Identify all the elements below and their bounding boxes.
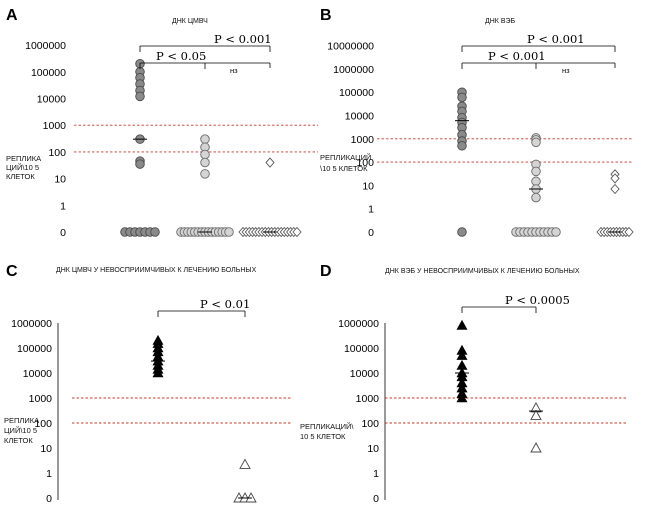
panel-c-ytick-label: 1 bbox=[46, 468, 52, 480]
panel-a-ylabel-line-1: РЕПЛИКА bbox=[6, 154, 41, 163]
panel-b-ylabel-line-1: РЕПЛИКАЦИЙ bbox=[320, 153, 371, 162]
panel-d-title: ДНК ВЭБ У НЕВОСПРИИМЧИВЫХ К ЛЕЧЕНИЮ БОЛЬ… bbox=[385, 268, 580, 275]
panel-b-ylabel: РЕПЛИКАЦИЙ \10 5 КЛЕТОК bbox=[320, 153, 371, 173]
panel-d-ytick-label: 100 bbox=[361, 418, 379, 430]
panel-d-ytick-label: 0 bbox=[373, 493, 379, 505]
panel-a-pvalue-label: P < 0.001 bbox=[214, 32, 272, 46]
panel-c-ylabel-line-2: ЦИЙ\10 5 bbox=[4, 426, 37, 435]
panel-a-ytick-label: 10000 bbox=[37, 94, 66, 106]
panel-a-ytick-label: 10 bbox=[54, 174, 66, 186]
panel-a-ylabel-line-3: КЛЕТОК bbox=[6, 172, 35, 181]
panel-c-ytick-label: 100000 bbox=[17, 343, 52, 355]
panel-d-ylabel-line-2: 10 5 КЛЕТОК bbox=[300, 432, 346, 441]
panel-a-data-point bbox=[292, 226, 302, 238]
panel-b-data-point bbox=[531, 192, 541, 203]
panel-b-ytick-label: 100000 bbox=[339, 87, 374, 99]
panel-c-data-point bbox=[152, 367, 164, 378]
panel-a-ylabel: РЕПЛИКА ЦИЙ\10 5 КЛЕТОК bbox=[6, 154, 41, 181]
panel-c-ylabel-line-1: РЕПЛИКА bbox=[4, 416, 39, 425]
panel-d-ytick-label: 1 bbox=[373, 468, 379, 480]
panel-b-title: ДНК ВЭБ bbox=[485, 18, 516, 25]
panel-c-pvalue-label: P < 0.01 bbox=[200, 297, 250, 311]
panel-b-ylabel-line-2: \10 5 КЛЕТОК bbox=[320, 164, 368, 173]
panel-c-data-point bbox=[239, 458, 251, 469]
panel-a-data-point bbox=[200, 134, 210, 144]
panel-d-ylabel-line-1: РЕПЛИКАЦИЙ\ bbox=[300, 422, 354, 431]
panel-c-ylabel: РЕПЛИКА ЦИЙ\10 5 КЛЕТОК bbox=[4, 416, 39, 445]
panel-b-data-point bbox=[551, 227, 561, 237]
panel-d-data-point bbox=[456, 392, 468, 403]
panel-a-ytick-label: 1 bbox=[60, 200, 66, 212]
panel-d-data-point bbox=[530, 409, 542, 420]
panel-a-ns-label: нз bbox=[230, 66, 238, 75]
panel-b-ytick-label: 10000000 bbox=[327, 41, 374, 53]
panel-a-ytick-label: 100 bbox=[48, 147, 66, 159]
panel-d-ylabel: РЕПЛИКАЦИЙ\ 10 5 КЛЕТОК bbox=[300, 422, 354, 441]
panel-b-data-point bbox=[624, 226, 634, 238]
panel-c-ytick-label: 1000 bbox=[29, 393, 53, 405]
panel-letter-a: A bbox=[6, 7, 18, 24]
panel-d-ytick-label: 1000 bbox=[356, 393, 380, 405]
panel-b-ytick-label: 10 bbox=[362, 180, 374, 192]
panel-b-ytick-label: 1 bbox=[368, 204, 374, 216]
panel-d-ytick-label: 1000000 bbox=[338, 318, 379, 330]
panel-c-ytick-label: 10000 bbox=[23, 368, 52, 380]
panel-d-ytick-label: 10 bbox=[367, 443, 379, 455]
panel-letter-d: D bbox=[320, 263, 332, 280]
panel-b-data-point bbox=[457, 92, 467, 103]
panel-b-ytick-label: 0 bbox=[368, 227, 374, 239]
panel-b-data-point bbox=[610, 173, 620, 184]
panel-b-data-point bbox=[610, 183, 620, 195]
panel-a-data-point bbox=[150, 227, 160, 237]
panel-b-data-point bbox=[457, 141, 467, 151]
panel-a-data-point bbox=[200, 157, 210, 168]
panel-c-ytick-label: 0 bbox=[46, 493, 52, 505]
panel-d-data-point bbox=[530, 442, 542, 453]
panel-b-ytick-label: 1000000 bbox=[333, 64, 374, 76]
panel-a-title: ДНК ЦМВЧ bbox=[172, 18, 208, 25]
panel-c-ytick-label: 10 bbox=[40, 443, 52, 455]
panel-c-ylabel-line-3: КЛЕТОК bbox=[4, 436, 33, 445]
panel-a-data-point bbox=[135, 91, 145, 102]
panel-a-pvalue-label: P < 0.05 bbox=[156, 49, 206, 63]
panel-b-ytick-label: 10000 bbox=[345, 111, 374, 123]
panel-b-ytick-label: 100 bbox=[356, 157, 374, 169]
panel-b-data-point bbox=[531, 166, 541, 177]
panel-d-data-point bbox=[456, 319, 468, 330]
panel-a-data-point bbox=[200, 169, 210, 179]
panel-c-title: ДНК ЦМВЧ У НЕВОСПРИИМЧИВЫХ К ЛЕЧЕНИЮ БОЛ… bbox=[56, 267, 257, 274]
panel-a-ytick-label: 100000 bbox=[31, 67, 66, 79]
panel-b-data-point bbox=[531, 137, 541, 148]
panel-a-data-point bbox=[135, 159, 145, 169]
panel-a-data-point bbox=[224, 227, 234, 237]
panel-letter-b: B bbox=[320, 7, 332, 24]
panel-d-pvalue-label: P < 0.0005 bbox=[505, 293, 570, 307]
panel-a-data-point bbox=[200, 149, 210, 160]
panel-d-ytick-label: 10000 bbox=[350, 368, 379, 380]
panel-b-pvalue-label: P < 0.001 bbox=[488, 49, 546, 63]
panel-d-data-point bbox=[456, 349, 468, 360]
panel-b-ns-label: нз bbox=[562, 66, 570, 75]
panel-b-ytick-label: 1000 bbox=[351, 134, 375, 146]
panel-c-ytick-label: 100 bbox=[34, 418, 52, 430]
panel-a-ytick-label: 0 bbox=[60, 227, 66, 239]
panel-c-ytick-label: 1000000 bbox=[11, 318, 52, 330]
panel-b-pvalue-label: P < 0.001 bbox=[527, 32, 585, 46]
panel-a-data-point bbox=[265, 157, 275, 168]
panel-b-data-point bbox=[457, 227, 467, 237]
panel-d-ytick-label: 100000 bbox=[344, 343, 379, 355]
panel-a-ylabel-line-2: ЦИЙ\10 5 bbox=[6, 163, 39, 172]
panel-a-ytick-label: 1000000 bbox=[25, 40, 66, 52]
panel-a-ytick-label: 1000 bbox=[43, 120, 67, 132]
panel-letter-c: C bbox=[6, 263, 18, 280]
